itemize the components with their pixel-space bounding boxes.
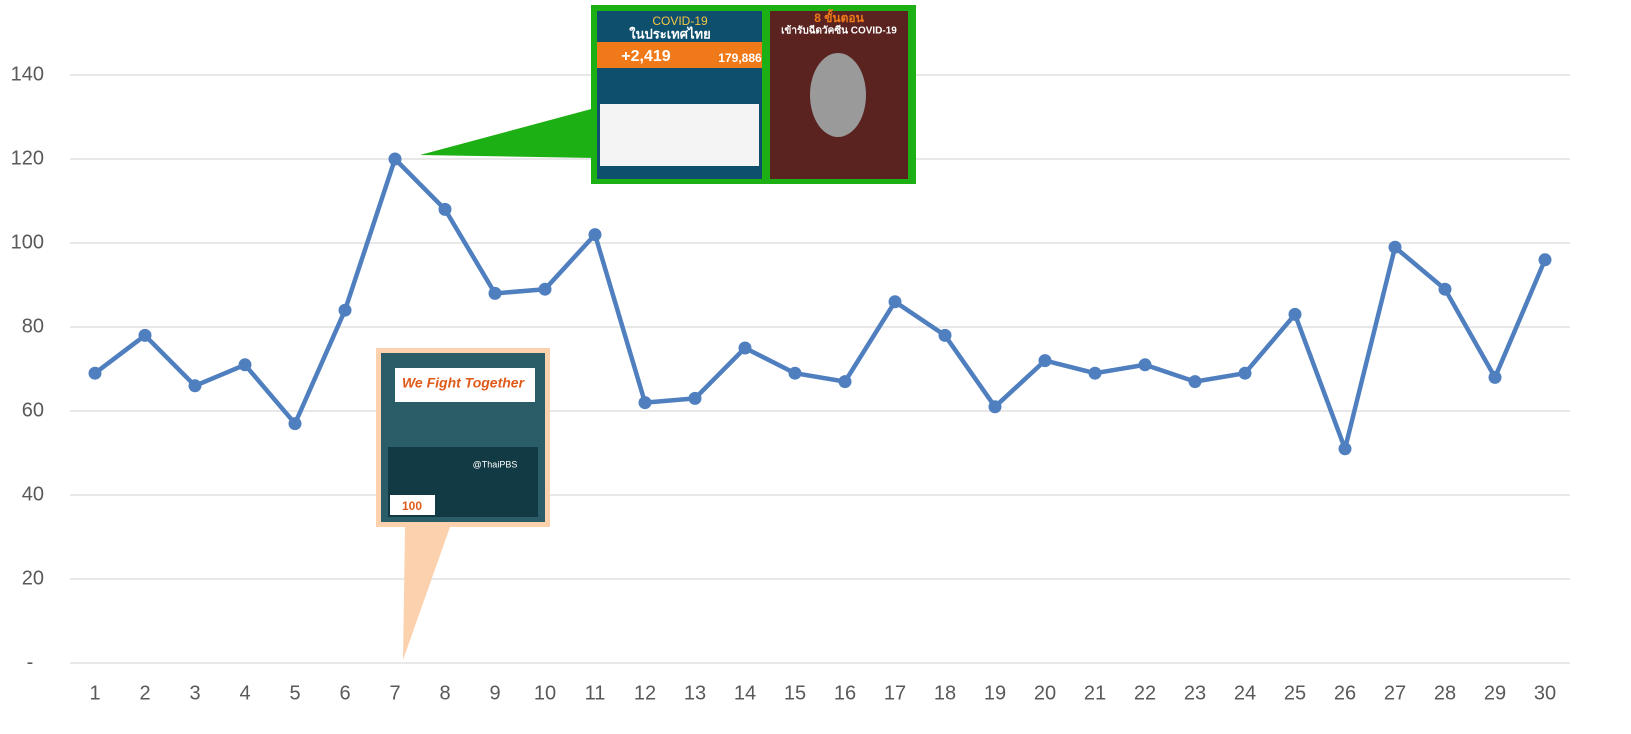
y-tick-label: 80 <box>22 315 44 337</box>
data-point <box>1189 375 1202 388</box>
x-tick-label: 17 <box>884 682 906 704</box>
chart: -204060801001201401234567891011121314151… <box>0 0 1631 734</box>
callout-text: 100 <box>402 499 422 513</box>
callout-pointer <box>420 108 595 158</box>
x-tick-label: 2 <box>139 682 150 704</box>
data-point <box>989 400 1002 413</box>
x-tick-label: 20 <box>1034 682 1056 704</box>
x-tick-label: 24 <box>1234 682 1256 704</box>
x-tick-label: 11 <box>585 682 606 704</box>
infographic-chart <box>600 104 759 166</box>
x-tick-label: 30 <box>1534 682 1556 704</box>
data-point <box>239 358 252 371</box>
image-callout: COVID-19 ในประเทศไทย +2,419 179,886 8 ขั… <box>420 5 916 184</box>
x-tick-label: 15 <box>784 682 806 704</box>
data-point <box>1039 354 1052 367</box>
x-tick-label: 22 <box>1134 682 1156 704</box>
data-point <box>739 342 752 355</box>
data-point <box>539 283 552 296</box>
callout-text: 179,886 <box>718 51 762 65</box>
data-point <box>1539 253 1552 266</box>
x-tick-label: 18 <box>934 682 956 704</box>
x-tick-label: 14 <box>734 682 756 704</box>
x-tick-label: 10 <box>534 682 556 704</box>
data-point <box>1439 283 1452 296</box>
data-point <box>139 329 152 342</box>
data-point <box>939 329 952 342</box>
data-point <box>489 287 502 300</box>
callout-text: We Fight Together <box>402 375 526 391</box>
data-point <box>1489 371 1502 384</box>
y-tick-label: 140 <box>11 63 44 85</box>
data-point <box>689 392 702 405</box>
data-point <box>1239 367 1252 380</box>
callout-text: 8 ขั้นตอน <box>814 8 864 25</box>
callout-text: +2,419 <box>621 48 670 65</box>
data-point <box>439 203 452 216</box>
x-tick-label: 13 <box>684 682 706 704</box>
x-tick-label: 23 <box>1184 682 1206 704</box>
data-point <box>1089 367 1102 380</box>
data-point <box>589 228 602 241</box>
x-tick-label: 7 <box>389 682 400 704</box>
data-point <box>789 367 802 380</box>
y-tick-label: 40 <box>22 483 44 505</box>
data-point <box>189 379 202 392</box>
data-point <box>339 304 352 317</box>
x-tick-label: 9 <box>489 682 500 704</box>
x-tick-label: 26 <box>1334 682 1356 704</box>
data-point <box>89 367 102 380</box>
data-point <box>1289 308 1302 321</box>
callout-text: ในประเทศไทย <box>629 25 710 41</box>
data-point <box>889 295 902 308</box>
y-tick-label: 120 <box>11 147 44 169</box>
data-point <box>1339 442 1352 455</box>
callout-pointer <box>403 527 450 660</box>
data-point <box>639 396 652 409</box>
x-tick-label: 29 <box>1484 682 1506 704</box>
x-tick-label: 3 <box>189 682 200 704</box>
y-tick-label: 20 <box>22 567 44 589</box>
image-callout: We Fight Together @ThaiPBS 100 <box>376 348 550 660</box>
y-tick-label: 60 <box>22 399 44 421</box>
x-tick-label: 27 <box>1384 682 1406 704</box>
x-tick-label: 5 <box>289 682 300 704</box>
x-tick-label: 25 <box>1284 682 1306 704</box>
callout-text: @ThaiPBS <box>473 459 518 469</box>
data-line <box>95 159 1545 449</box>
x-tick-label: 16 <box>834 682 856 704</box>
infographic-illustration <box>810 53 866 137</box>
data-point <box>1389 241 1402 254</box>
x-tick-label: 12 <box>634 682 656 704</box>
x-tick-label: 6 <box>339 682 350 704</box>
data-point <box>839 375 852 388</box>
x-tick-label: 1 <box>89 682 100 704</box>
x-tick-label: 28 <box>1434 682 1456 704</box>
data-point <box>389 153 402 166</box>
data-point <box>1139 358 1152 371</box>
data-point <box>289 417 302 430</box>
y-tick-label: - <box>27 651 34 673</box>
x-tick-label: 21 <box>1084 682 1106 704</box>
x-tick-label: 19 <box>984 682 1006 704</box>
callout-text: เข้ารับฉีดวัคซีน COVID-19 <box>781 25 897 37</box>
x-tick-label: 4 <box>239 682 250 704</box>
x-tick-label: 8 <box>439 682 450 704</box>
y-tick-label: 100 <box>11 231 44 253</box>
